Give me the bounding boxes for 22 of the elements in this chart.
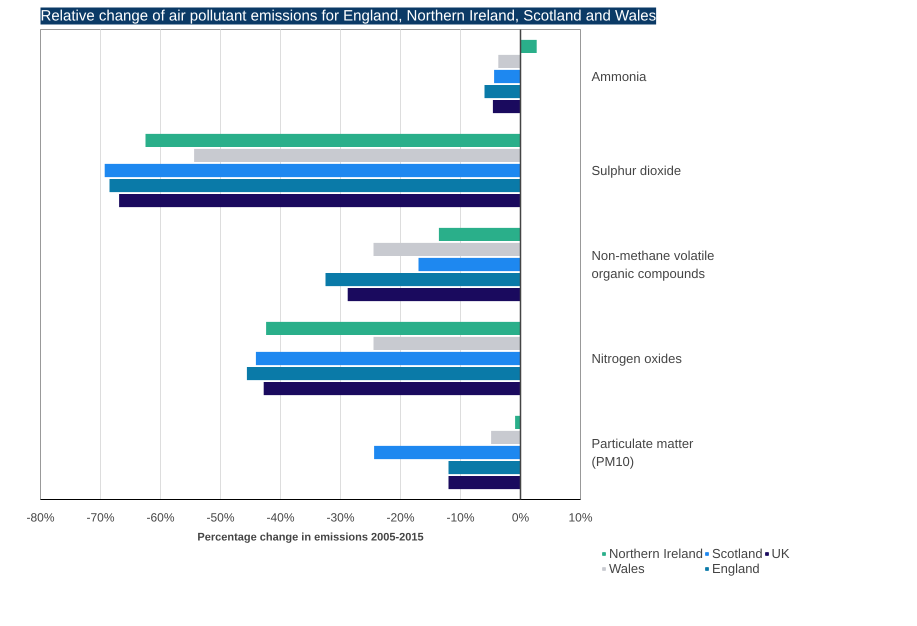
- x-axis-title: Percentage change in emissions 2005-2015: [197, 532, 424, 544]
- legend-label: Wales: [609, 561, 645, 576]
- y-tick-label: Ammonia: [592, 69, 648, 84]
- y-tick-label: Non-methane volatile organic compounds: [592, 248, 714, 281]
- x-tick-label: -30%: [326, 510, 355, 524]
- y-tick-label: Nitrogen oxides: [592, 351, 682, 366]
- chart-title: Relative change of air pollutant emissions for England, Northern Ireland, Scotland and Wales: [40, 8, 656, 24]
- x-tick-label: -80%: [26, 510, 55, 524]
- x-tick-label: -70%: [86, 510, 115, 524]
- x-tick-label: -50%: [206, 510, 235, 524]
- x-tick-label: 10%: [568, 510, 593, 524]
- x-tick-label: -10%: [446, 510, 475, 524]
- x-tick-label: -40%: [266, 510, 295, 524]
- legend-label: Scotland: [712, 546, 763, 561]
- x-tick-label: 0%: [512, 510, 530, 524]
- x-tick-label: -20%: [386, 510, 415, 524]
- legend-label: UK: [772, 546, 791, 561]
- y-tick-label: Particulate matter (PM10): [592, 436, 694, 469]
- y-tick-label: Sulphur dioxide: [592, 163, 682, 178]
- legend-label: Northern Ireland: [609, 546, 703, 561]
- x-tick-label: -60%: [146, 510, 175, 524]
- legend-label: England: [712, 561, 760, 576]
